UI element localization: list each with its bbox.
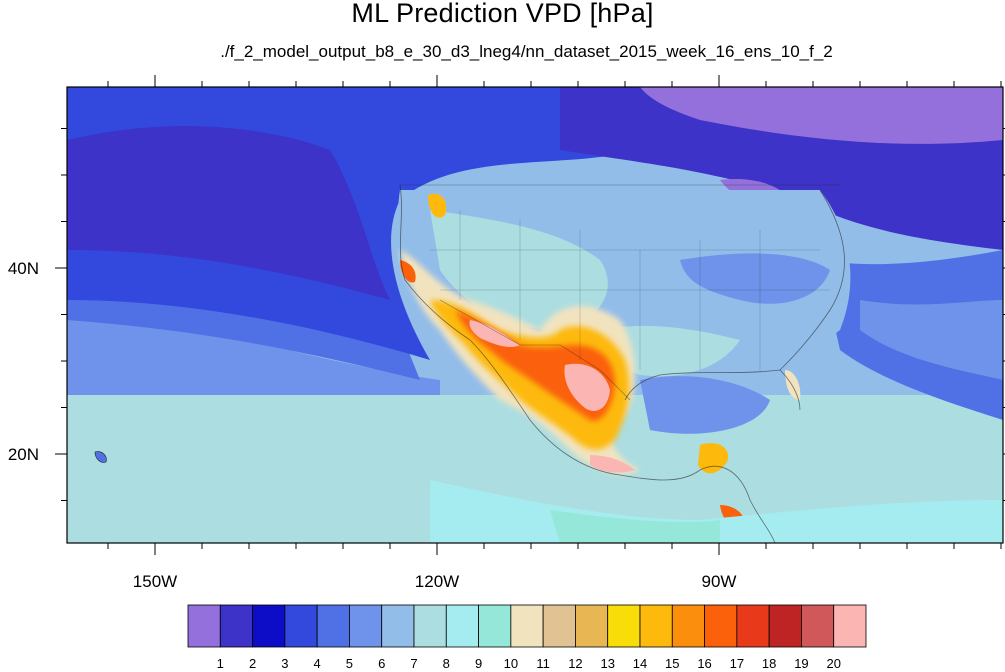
lon-tick-label: 120W — [415, 572, 459, 591]
colorbar-swatch — [833, 604, 867, 648]
colorbar-swatch — [671, 604, 705, 648]
colorbar-swatch — [704, 604, 738, 648]
colorbar-label: 13 — [600, 656, 614, 671]
colorbar-swatch — [413, 604, 447, 648]
colorbar-swatch — [542, 604, 576, 648]
colorbar-swatch — [639, 604, 673, 648]
colorbar-swatch — [187, 604, 221, 648]
colorbar-label: 10 — [504, 656, 518, 671]
colorbar-label: 16 — [697, 656, 711, 671]
colorbar-label: 14 — [633, 656, 647, 671]
colorbar: 1 2 3 4 5 6 7 8 9 10 11 12 13 14 15 16 17 18 19 20 — [187, 604, 867, 671]
colorbar-swatch — [381, 604, 415, 648]
colorbar-swatch — [284, 604, 318, 648]
lat-tick-label: 40N — [8, 259, 39, 278]
colorbar-label: 3 — [281, 656, 288, 671]
colorbar-label: 2 — [249, 656, 256, 671]
colorbar-swatch — [768, 604, 802, 648]
colorbar-label: 4 — [314, 656, 321, 671]
lat-tick-label: 20N — [8, 445, 39, 464]
colorbar-swatch — [316, 604, 350, 648]
axis-layer: 150W 120W 90W 40N 20N — [8, 75, 1005, 591]
colorbar-swatch — [801, 604, 835, 648]
map-subtitle: ./f_2_model_output_b8_e_30_d3_lneg4/nn_d… — [220, 42, 833, 61]
colorbar-label: 8 — [443, 656, 450, 671]
vpd-field — [67, 87, 1003, 543]
colorbar-swatch — [607, 604, 641, 648]
colorbar-swatch — [252, 604, 286, 648]
colorbar-swatch — [349, 604, 383, 648]
colorbar-label: 1 — [217, 656, 224, 671]
colorbar-label: 15 — [665, 656, 679, 671]
colorbar-label: 11 — [536, 656, 550, 671]
map-title: ML Prediction VPD [hPa] — [351, 0, 654, 28]
lon-tick-label: 90W — [702, 572, 737, 591]
colorbar-label: 5 — [346, 656, 353, 671]
colorbar-label: 18 — [762, 656, 776, 671]
lon-tick-label: 150W — [133, 572, 177, 591]
colorbar-label: 20 — [826, 656, 840, 671]
colorbar-label: 12 — [568, 656, 582, 671]
colorbar-swatch — [478, 604, 512, 648]
colorbar-label: 9 — [475, 656, 482, 671]
colorbar-swatch — [736, 604, 770, 648]
colorbar-label: 7 — [410, 656, 417, 671]
colorbar-label: 17 — [730, 656, 744, 671]
colorbar-swatch — [575, 604, 609, 648]
colorbar-swatch — [219, 604, 253, 648]
colorbar-label: 19 — [794, 656, 808, 671]
colorbar-label: 6 — [378, 656, 385, 671]
colorbar-swatch — [510, 604, 544, 648]
colorbar-swatch — [445, 604, 479, 648]
